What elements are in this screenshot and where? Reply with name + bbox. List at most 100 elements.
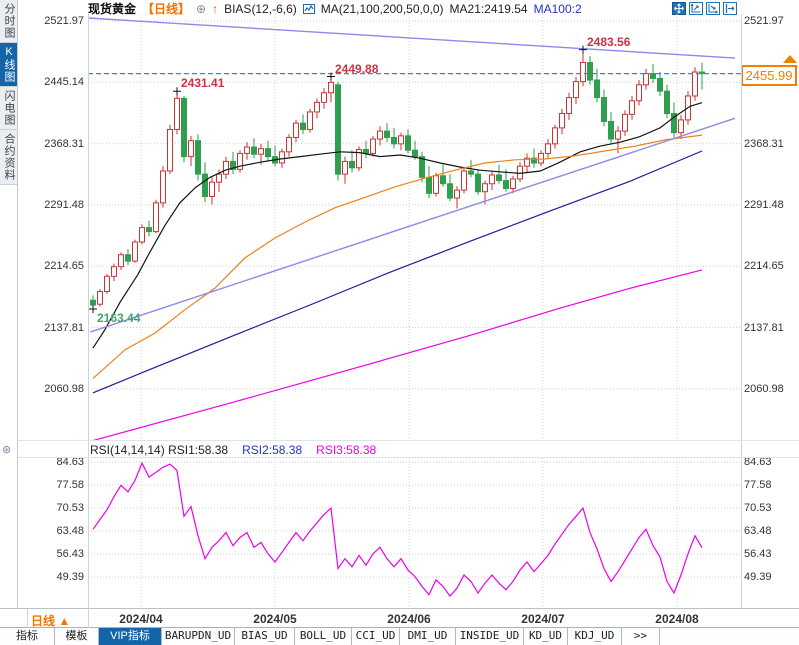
plus-circle-icon[interactable]: ⊕	[196, 1, 207, 16]
candle-body[interactable]	[447, 183, 453, 199]
candle-body[interactable]	[377, 130, 383, 140]
candle-body[interactable]	[160, 170, 166, 204]
bias-indicator-label[interactable]: BIAS(12,-6,6)	[224, 1, 297, 16]
candle-body[interactable]	[622, 113, 628, 132]
toolbar-tab-insideud[interactable]: INSIDE_UD	[456, 628, 524, 645]
toolbar-tab-[interactable]: 指标	[0, 628, 55, 645]
candle-body[interactable]	[111, 266, 117, 277]
candle-body[interactable]	[356, 148, 362, 169]
candle-body[interactable]	[531, 157, 537, 164]
candle-body[interactable]	[167, 128, 173, 172]
toolbar-tab-[interactable]: 模板	[55, 628, 99, 645]
shift-right-icon[interactable]	[723, 2, 737, 15]
sidebar-tab-item[interactable]: 分时图	[0, 0, 17, 43]
toolbar-tab-vip[interactable]: VIP指标	[99, 628, 162, 645]
candle-body[interactable]	[545, 143, 551, 154]
candle-body[interactable]	[146, 227, 152, 233]
candle-body[interactable]	[139, 227, 145, 243]
candle-body[interactable]	[510, 178, 516, 190]
candle-body[interactable]	[398, 135, 404, 145]
sidebar-tab-item[interactable]: 合约资料	[0, 130, 17, 185]
candle-body[interactable]	[608, 121, 614, 140]
candle-body[interactable]	[468, 170, 474, 175]
candle-body[interactable]	[244, 146, 250, 154]
candle-body[interactable]	[363, 148, 369, 154]
candle-body[interactable]	[419, 156, 425, 178]
candle-body[interactable]	[286, 136, 292, 153]
candle-body[interactable]	[517, 165, 523, 180]
candle-body[interactable]	[202, 173, 208, 198]
candle-body[interactable]	[489, 174, 495, 185]
candle-body[interactable]	[615, 130, 621, 140]
candle-body[interactable]	[573, 81, 579, 99]
candle-body[interactable]	[559, 113, 565, 129]
indicator-window-icon[interactable]	[302, 3, 315, 15]
candle-body[interactable]	[482, 183, 488, 193]
candle-body[interactable]	[265, 148, 271, 158]
candle-body[interactable]	[349, 160, 355, 169]
toolbar-tab-kdud[interactable]: KD_UD	[524, 628, 568, 645]
candle-body[interactable]	[118, 254, 124, 268]
candle-body[interactable]	[664, 90, 670, 115]
candle-body[interactable]	[601, 97, 607, 123]
candle-body[interactable]	[195, 140, 201, 175]
candle-body[interactable]	[125, 254, 131, 262]
rsi-params-label[interactable]: RSI(14,14,14) RSI1:58.38	[90, 443, 229, 457]
period-tag[interactable]: 【日线】	[142, 2, 191, 16]
candle-body[interactable]	[328, 81, 334, 94]
candle-body[interactable]	[279, 151, 285, 164]
candle-body[interactable]	[538, 152, 544, 164]
candle-body[interactable]	[132, 241, 138, 262]
sidebar-tab-selected[interactable]: K线图	[0, 43, 17, 87]
candle-body[interactable]	[216, 173, 222, 183]
candle-body[interactable]	[524, 157, 530, 167]
candle-body[interactable]	[237, 152, 243, 170]
candle-body[interactable]	[643, 73, 649, 86]
candle-body[interactable]	[671, 113, 677, 134]
candle-body[interactable]	[370, 138, 376, 154]
candle-body[interactable]	[650, 73, 656, 79]
candle-body[interactable]	[496, 174, 502, 182]
toolbar-tab-kdjud[interactable]: KDJ_UD	[568, 628, 622, 645]
toolbar-tab-dmiud[interactable]: DMI_UD	[400, 628, 456, 645]
candle-body[interactable]	[692, 71, 698, 97]
ma-settings-label[interactable]: MA(21,100,200,50,0,0)	[320, 1, 444, 16]
candle-body[interactable]	[475, 173, 481, 193]
candle-body[interactable]	[230, 160, 236, 170]
candle-body[interactable]	[391, 136, 397, 145]
period-selector-button[interactable]: 日线 ▲	[31, 614, 71, 628]
candle-body[interactable]	[440, 175, 446, 185]
candle-body[interactable]	[433, 175, 439, 194]
indicator-settings-icon[interactable]: ⊛	[2, 444, 12, 456]
candle-body[interactable]	[90, 299, 96, 306]
candle-body[interactable]	[461, 170, 467, 191]
candle-body[interactable]	[293, 122, 299, 138]
candle-body[interactable]	[678, 119, 684, 134]
candle-body[interactable]	[566, 97, 572, 115]
toolbar-tab-barupdnud[interactable]: BARUPDN_UD	[162, 628, 235, 645]
toolbar-tab-cciud[interactable]: CCI_UD	[352, 628, 400, 645]
candle-body[interactable]	[342, 160, 348, 175]
trendline-1[interactable]	[88, 17, 735, 59]
fit-vertical-icon[interactable]	[689, 2, 703, 15]
toolbar-tab-[interactable]: >>	[622, 628, 660, 645]
candle-body[interactable]	[629, 100, 635, 115]
candle-body[interactable]	[335, 84, 341, 175]
candle-body[interactable]	[426, 176, 432, 194]
candle-body[interactable]	[412, 149, 418, 158]
candle-body[interactable]	[405, 135, 411, 151]
move-chart-icon[interactable]	[672, 2, 686, 15]
trendline-2[interactable]	[89, 117, 736, 333]
candle-body[interactable]	[454, 189, 460, 199]
sidebar-tab-item[interactable]: 闪电图	[0, 87, 17, 130]
candle-body[interactable]	[251, 146, 257, 155]
candle-body[interactable]	[587, 61, 593, 81]
candle-body[interactable]	[258, 148, 264, 155]
candle-body[interactable]	[657, 77, 663, 92]
candle-body[interactable]	[503, 180, 509, 190]
candle-body[interactable]	[181, 97, 187, 158]
candle-body[interactable]	[209, 181, 215, 198]
fit-horizontal-icon[interactable]	[706, 2, 720, 15]
candle-body[interactable]	[580, 61, 586, 83]
